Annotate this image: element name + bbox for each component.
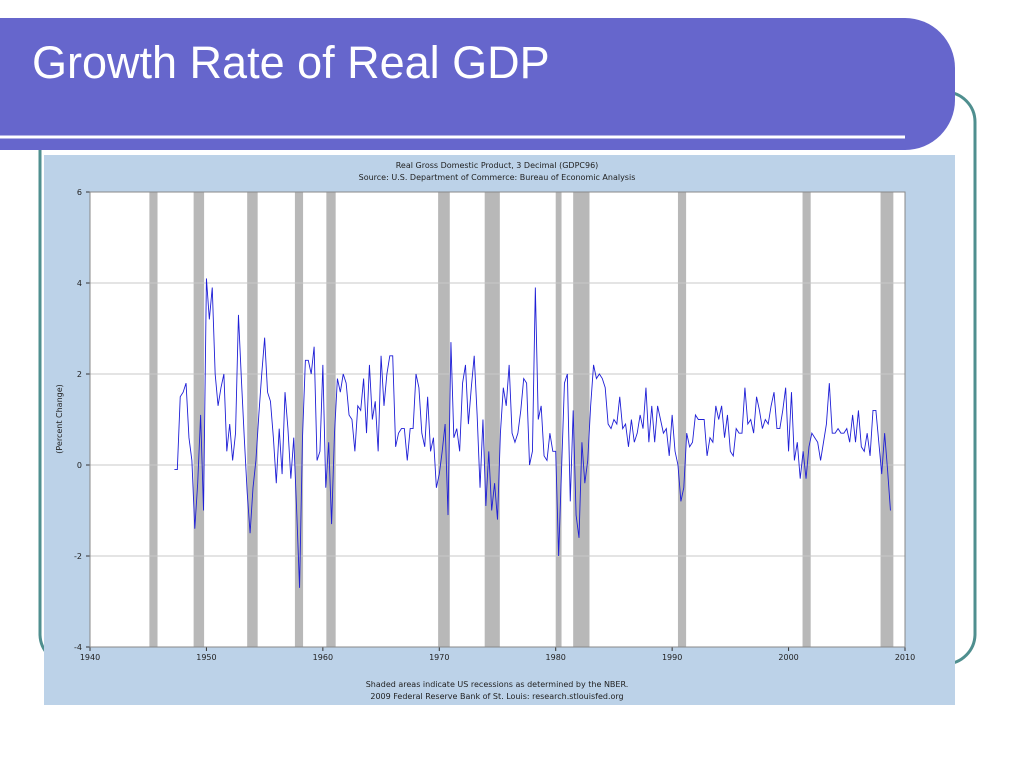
plot: -4 -2 0 2 4 6 1940 1950 1960 1970 1980 1990 2000 2010 — [74, 188, 915, 662]
y-tick-label: -2 — [74, 552, 82, 561]
credit: 2009 Federal Reserve Bank of St. Louis: … — [370, 692, 623, 701]
x-tick-label: 1950 — [196, 653, 216, 662]
y-tick-label: 2 — [77, 370, 82, 379]
data-line — [174, 278, 891, 588]
recession-band — [149, 192, 158, 647]
recession-band — [294, 192, 304, 647]
x-tick-label: 1980 — [546, 653, 566, 662]
recession-band — [193, 192, 205, 647]
recession-band — [573, 192, 590, 647]
x-tick-label: 1940 — [80, 653, 100, 662]
x-tick-label: 1990 — [662, 653, 682, 662]
y-tick-label: 6 — [77, 188, 82, 197]
plot-border — [89, 191, 906, 648]
chart-subtitle: Source: U.S. Department of Commerce: Bur… — [359, 173, 636, 182]
title-bar — [0, 18, 955, 150]
x-tick-label: 2010 — [895, 653, 915, 662]
y-tick-label: -4 — [74, 643, 82, 652]
x-tick-label: 1970 — [429, 653, 449, 662]
recession-band — [802, 192, 811, 647]
y-tick-label: 4 — [77, 279, 82, 288]
recession-band — [484, 192, 500, 647]
x-tick-label: 1960 — [313, 653, 333, 662]
recession-band — [438, 192, 450, 647]
recession-band — [247, 192, 258, 647]
recession-band — [555, 192, 562, 647]
slide-title: Growth Rate of Real GDP — [32, 37, 550, 88]
x-tick-label: 2000 — [778, 653, 798, 662]
y-axis-label: (Percent Change) — [55, 384, 64, 454]
y-tick-label: 0 — [77, 461, 82, 470]
footnote: Shaded areas indicate US recessions as d… — [366, 680, 629, 689]
recession-band — [677, 192, 687, 647]
recession-band — [326, 192, 336, 647]
recession-band — [880, 192, 894, 647]
chart-title: Real Gross Domestic Product, 3 Decimal (… — [396, 161, 599, 170]
